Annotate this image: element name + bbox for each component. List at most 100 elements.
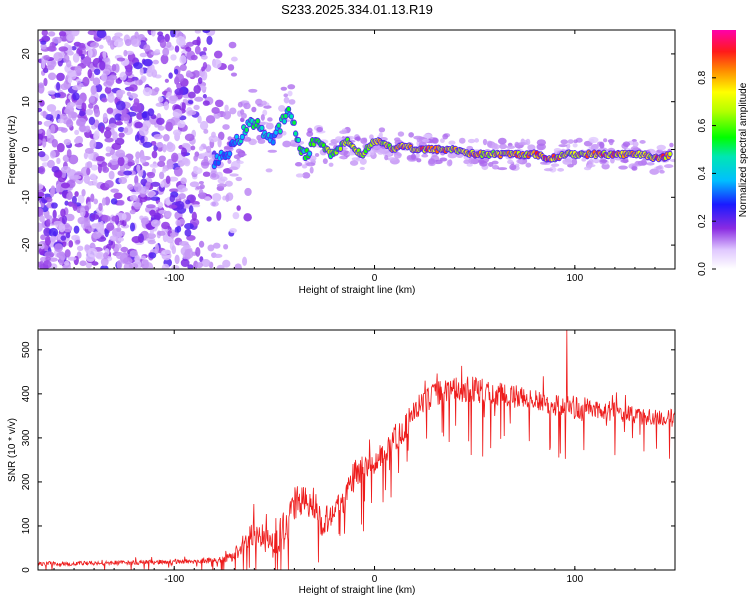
spectrogram-noise-cell	[138, 126, 149, 137]
spectrogram-halo-cell	[267, 149, 278, 153]
spectrogram-noise-cell	[51, 202, 58, 209]
spectrogram-noise-cell	[179, 55, 187, 65]
spectrogram-noise-cell	[38, 129, 43, 134]
spectrogram-halo-cell	[216, 183, 227, 188]
spectrogram-noise-cell	[49, 263, 58, 269]
spectrogram-noise-cell	[53, 52, 63, 62]
spectrogram-noise-cell	[181, 142, 191, 148]
spectrogram-halo-cell	[550, 163, 560, 167]
spectrogram-noise-cell	[157, 160, 166, 168]
spectrogram-halo-cell	[234, 160, 244, 165]
spectrogram-noise-cell	[115, 149, 126, 158]
spectrogram-noise-cell	[66, 192, 72, 200]
spectrogram-noise-cell	[203, 128, 209, 134]
spectrogram-halo-cell	[659, 169, 665, 174]
spectrogram-halo-cell	[384, 155, 389, 161]
spectrogram-noise-cell	[165, 121, 173, 132]
spectrogram-noise-cell	[223, 243, 229, 250]
spectrogram-halo-cell	[278, 104, 286, 112]
spectrogram-noise-cell	[202, 171, 211, 177]
spectrogram-noise-cell	[73, 138, 81, 144]
spectrogram-noise-cell	[95, 83, 103, 93]
spectrogram-noise-cell	[77, 194, 85, 204]
spectrogram-noise-cell	[234, 263, 242, 269]
spectrogram-halo-cell	[290, 143, 301, 147]
spectrogram-noise-cell	[147, 108, 155, 117]
spectrogram-ridge-core	[296, 137, 301, 143]
spectrogram-noise-cell	[165, 175, 171, 184]
spectrogram-noise-cell	[183, 244, 191, 250]
spectrogram-noise-cell	[41, 199, 48, 204]
spectrogram-noise-cell	[184, 133, 195, 142]
spectrogram-noise-cell	[169, 232, 179, 238]
spectrogram-noise-cell	[68, 240, 74, 248]
spectrogram-noise-cell	[101, 215, 111, 223]
spectrogram-noise-cell	[73, 225, 80, 234]
spectrogram-halo-cell	[370, 149, 375, 156]
spectrogram-noise-cell	[242, 256, 248, 267]
spectrogram-noise-cell	[79, 260, 87, 267]
spectrogram-noise-cell	[172, 108, 183, 119]
spectrogram-noise-cell	[102, 57, 110, 63]
spectrogram-noise-cell	[147, 239, 156, 245]
spectrogram-noise-cell	[184, 223, 194, 230]
spectrogram-noise-cell	[105, 152, 112, 157]
spectrogram-noise-cell	[187, 100, 194, 105]
spectrogram-noise-cell	[166, 237, 174, 244]
spectrogram-noise-cell	[67, 201, 74, 207]
spectrogram-noise-cell	[120, 246, 129, 253]
spectrogram-noise-cell	[195, 262, 203, 269]
spectrogram-noise-cell	[161, 249, 172, 255]
spectrogram-halo-cell	[255, 98, 263, 106]
spectrogram-halo-cell	[219, 176, 228, 182]
x-tick-label: -100	[164, 574, 184, 585]
y-tick-label: 20	[21, 48, 32, 60]
spectrogram-noise-cell	[157, 96, 164, 103]
y-tick-label: 0	[21, 567, 32, 573]
spectrogram-noise-cell	[154, 243, 160, 254]
spectrogram-halo-cell	[507, 159, 514, 165]
spectrogram-noise-cell	[136, 164, 141, 173]
spectrogram-noise-cell	[164, 33, 170, 43]
colorbar-tick-label: 0.8	[697, 70, 708, 84]
spectrogram-halo-cell	[637, 160, 648, 166]
spectrogram-noise-cell	[141, 217, 150, 225]
spectrogram-noise-cell	[194, 30, 202, 34]
spectrogram-noise-cell	[89, 95, 96, 103]
spectrogram-noise-cell	[129, 209, 136, 215]
spectrogram-noise-cell	[166, 41, 172, 48]
spectrogram-halo-cell	[497, 167, 508, 171]
spectrogram-noise-cell	[43, 77, 48, 87]
spectrogram-noise-cell	[140, 178, 148, 186]
spectrogram-noise-cell	[201, 70, 208, 81]
spectrogram-noise-cell	[154, 87, 160, 93]
spectrogram-halo-cell	[265, 122, 274, 130]
spectrogram-halo-cell	[260, 100, 267, 106]
spectrogram-noise-cell	[46, 59, 57, 68]
spectrogram-halo-cell	[458, 137, 466, 144]
spectrogram-noise-cell	[134, 175, 139, 185]
spectrogram-halo-cell	[586, 164, 596, 168]
spectrogram-ridge-core	[274, 130, 278, 135]
spectrogram-noise-cell	[118, 132, 125, 138]
spectrogram-halo-cell	[618, 165, 628, 170]
spectrogram-noise-cell	[111, 215, 119, 222]
spectrogram-halo-cell	[581, 157, 587, 162]
spectrogram-noise-cell	[113, 39, 124, 48]
spectrogram-noise-cell	[171, 264, 180, 269]
spectrogram-noise-cell	[129, 84, 138, 92]
spectrogram-halo-cell	[322, 158, 328, 165]
spectrogram-noise-cell	[112, 131, 118, 141]
spectrogram-halo-cell	[257, 138, 266, 144]
spectrogram-noise-cell	[60, 182, 71, 189]
spectrogram-noise-cell	[139, 52, 148, 58]
spectrogram-noise-cell	[116, 260, 123, 269]
spectrogram-noise-cell	[190, 145, 196, 151]
spectrogram-noise-cell	[180, 177, 187, 185]
spectrogram-halo-cell	[210, 173, 217, 178]
spectrogram-noise-cell	[173, 166, 183, 177]
spectrogram-noise-cell	[162, 168, 167, 173]
spectrogram-noise-cell	[91, 261, 99, 266]
spectrogram-noise-cell	[38, 121, 43, 126]
colorbar: 0.0 0.2 0.4 0.6 0.8 Normalized spectral ampl…	[697, 30, 749, 276]
